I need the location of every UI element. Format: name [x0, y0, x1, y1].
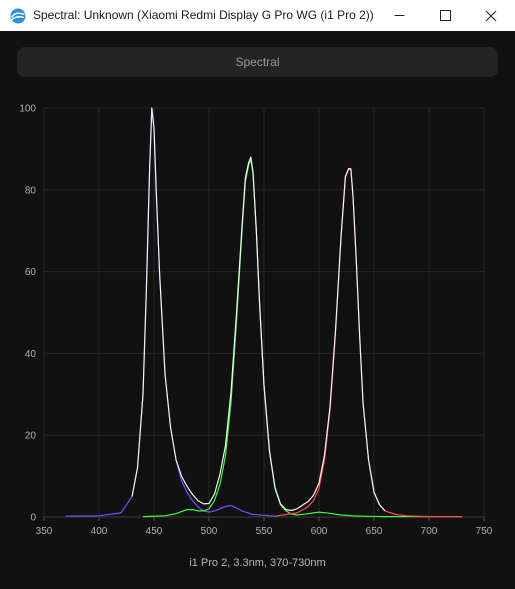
x-tick-label: 350	[36, 526, 53, 537]
y-tick-label: 100	[19, 104, 36, 115]
y-tick-label: 60	[25, 267, 37, 278]
window-title: Spectral: Unknown (Xiaomi Redmi Display …	[33, 8, 374, 22]
x-tick-label: 650	[366, 526, 383, 537]
white-envelope-spectrum	[131, 107, 386, 512]
x-tick-label: 600	[311, 526, 328, 537]
x-tick-label: 550	[256, 526, 273, 537]
maximize-button[interactable]	[422, 0, 468, 31]
x-tick-label: 400	[91, 526, 108, 537]
x-tick-label: 450	[146, 526, 163, 537]
spectral-mode-button[interactable]: Spectral	[17, 47, 498, 77]
x-tick-label: 700	[421, 526, 438, 537]
main-content: Spectral 350 400 450 500 550 600 650 700 750 0 20 4…	[0, 31, 515, 589]
red-primary-spectrum	[274, 168, 462, 518]
y-tick-label: 40	[25, 349, 37, 360]
close-button[interactable]	[468, 0, 514, 31]
instrument-caption: i1 Pro 2, 3.3nm, 370-730nm	[189, 557, 326, 569]
blue-primary-spectrum	[65, 107, 276, 517]
y-tick-label: 0	[30, 513, 36, 524]
y-tick-label: 80	[25, 185, 37, 196]
green-primary-spectrum	[142, 158, 462, 518]
spectral-chart: 350 400 450 500 550 600 650 700 750 0 20 40 60 80 100	[19, 104, 493, 538]
y-tick-label: 20	[25, 431, 37, 442]
spectral-mode-label: Spectral	[235, 55, 280, 69]
spectral-app-icon	[10, 8, 26, 24]
close-icon	[485, 10, 497, 21]
maximize-icon	[439, 10, 451, 21]
minimize-icon	[394, 15, 404, 16]
x-tick-label: 500	[201, 526, 218, 537]
title-bar[interactable]: Spectral: Unknown (Xiaomi Redmi Display …	[0, 0, 515, 31]
x-tick-label: 750	[476, 526, 493, 537]
minimize-button[interactable]	[376, 0, 422, 31]
